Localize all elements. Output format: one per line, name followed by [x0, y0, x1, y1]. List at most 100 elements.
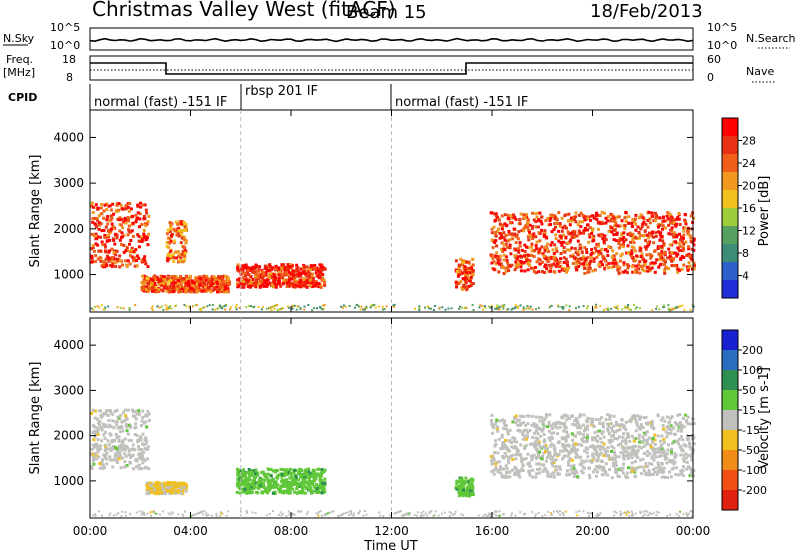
echo-mark [144, 420, 148, 424]
echo-mark [287, 480, 291, 484]
echo-mark [574, 215, 577, 219]
echo-mark [261, 470, 265, 474]
echo-mark [140, 235, 143, 239]
echo-mark [99, 413, 103, 417]
echo-mark [547, 263, 551, 267]
echo-mark [132, 467, 135, 471]
echo-mark [145, 211, 149, 215]
ground-scatter-mark [234, 306, 237, 308]
echo-mark [104, 261, 108, 265]
echo-mark [630, 245, 634, 249]
echo-mark [531, 414, 534, 418]
ground-scatter-mark [627, 304, 630, 306]
echo-mark [155, 480, 159, 484]
echo-mark [111, 412, 115, 416]
echo-mark [100, 212, 104, 216]
echo-mark [582, 460, 586, 464]
echo-mark [554, 465, 558, 468]
echo-mark [173, 250, 177, 254]
ground-scatter-mark [162, 308, 165, 311]
echo-mark [238, 474, 242, 478]
echo-mark [571, 261, 575, 265]
echo-mark [455, 482, 459, 486]
echo-mark [115, 233, 119, 237]
echo-mark [248, 482, 252, 486]
echo-mark [577, 213, 581, 217]
echo-mark [124, 204, 128, 208]
echo-mark [679, 429, 683, 433]
echo-mark [495, 251, 499, 255]
echo-mark [550, 424, 554, 428]
echo-mark [545, 456, 549, 460]
echo-mark [629, 420, 633, 423]
echo-mark [514, 421, 518, 425]
echo-mark [515, 233, 519, 237]
echo-mark [256, 471, 259, 475]
echo-mark [570, 415, 573, 418]
echo-mark [99, 222, 103, 226]
ground-scatter-mark [692, 305, 695, 308]
echo-mark [674, 473, 678, 477]
echo-mark [663, 453, 667, 457]
echo-mark [143, 438, 147, 442]
echo-mark [612, 414, 616, 418]
echo-mark [542, 451, 546, 455]
echo-mark [248, 281, 252, 285]
echo-mark [550, 427, 554, 431]
echo-mark [498, 419, 502, 423]
echo-mark [149, 284, 153, 288]
ground-scatter-mark [286, 305, 289, 308]
echo-mark [496, 261, 500, 264]
ground-scatter-mark [531, 511, 534, 513]
echo-mark [216, 290, 219, 294]
echo-mark [175, 277, 179, 281]
echo-mark [594, 445, 597, 449]
echo-mark [537, 270, 541, 274]
echo-mark [247, 484, 251, 488]
ground-scatter-mark [159, 513, 161, 516]
echo-mark [299, 473, 302, 477]
echo-mark [621, 466, 625, 470]
echo-mark [150, 281, 154, 285]
echo-mark [618, 224, 622, 228]
echo-mark [118, 265, 122, 269]
echo-mark [676, 413, 680, 417]
ground-scatter-mark [548, 306, 551, 309]
echo-mark [613, 261, 617, 265]
ground-scatter-mark [119, 306, 122, 309]
echo-mark [676, 246, 680, 250]
echo-mark [540, 222, 544, 226]
echo-mark [244, 490, 248, 494]
ground-scatter-mark [341, 306, 344, 309]
echo-mark [534, 235, 538, 239]
echo-mark [651, 230, 655, 234]
echo-mark [686, 422, 690, 426]
echo-mark [215, 285, 219, 289]
echo-mark [511, 436, 515, 440]
ground-scatter-mark [311, 309, 314, 312]
echo-mark [143, 203, 147, 207]
echo-mark [134, 213, 138, 217]
echo-mark [104, 425, 107, 429]
echo-mark [530, 245, 534, 249]
echo-mark [115, 420, 119, 424]
echo-mark [618, 266, 622, 270]
freq-series [90, 62, 693, 75]
echo-mark [567, 458, 571, 462]
echo-mark [531, 456, 535, 460]
echo-mark [146, 409, 150, 413]
echo-mark [178, 259, 182, 263]
echo-mark [461, 271, 465, 275]
ground-scatter-mark [568, 309, 571, 312]
echo-mark [674, 224, 678, 228]
echo-mark [105, 264, 108, 268]
echo-mark [168, 236, 172, 240]
echo-mark [492, 426, 496, 430]
echo-mark [181, 481, 185, 485]
echo-mark [142, 278, 146, 282]
echo-mark [620, 219, 624, 223]
echo-mark [609, 421, 613, 425]
echo-mark [280, 479, 284, 482]
echo-mark [612, 228, 616, 232]
echo-mark [496, 429, 500, 433]
